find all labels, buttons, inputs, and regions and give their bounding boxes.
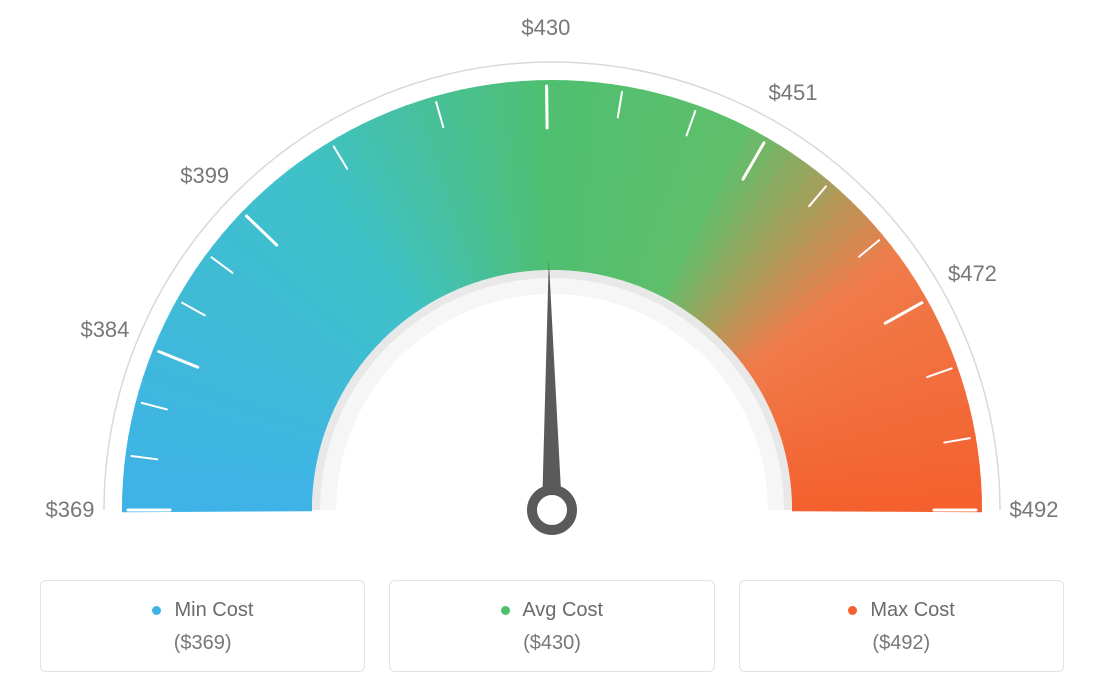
legend-title-avg: Avg Cost (400, 599, 703, 622)
legend-title-min: Min Cost (51, 599, 354, 622)
legend-value-min: ($369) (51, 632, 354, 655)
legend-value-max: ($492) (750, 632, 1053, 655)
legend-dot-avg (501, 606, 510, 615)
cost-gauge-chart: $369 $384 $399 $430 $451 $472 $492 Min Cost ($… (0, 0, 1104, 690)
legend-card-min: Min Cost ($369) (40, 580, 365, 672)
gauge-svg (0, 0, 1104, 560)
gauge-tick-label: $430 (521, 15, 570, 41)
gauge-tick-label: $399 (180, 163, 229, 189)
gauge-tick-label: $451 (769, 80, 818, 106)
gauge-area: $369 $384 $399 $430 $451 $472 $492 (0, 0, 1104, 560)
legend-card-max: Max Cost ($492) (739, 580, 1064, 672)
legend-label-avg: Avg Cost (522, 599, 603, 621)
gauge-tick-label: $369 (46, 497, 95, 523)
gauge-tick-label: $472 (948, 261, 997, 287)
legend-card-avg: Avg Cost ($430) (389, 580, 714, 672)
gauge-tick-label: $492 (1010, 497, 1059, 523)
gauge-tick-label: $384 (80, 317, 129, 343)
legend-label-max: Max Cost (870, 599, 954, 621)
legend-row: Min Cost ($369) Avg Cost ($430) Max Cost… (40, 580, 1064, 672)
legend-value-avg: ($430) (400, 632, 703, 655)
legend-title-max: Max Cost (750, 599, 1053, 622)
legend-label-min: Min Cost (174, 599, 253, 621)
legend-dot-min (152, 606, 161, 615)
legend-dot-max (848, 606, 857, 615)
